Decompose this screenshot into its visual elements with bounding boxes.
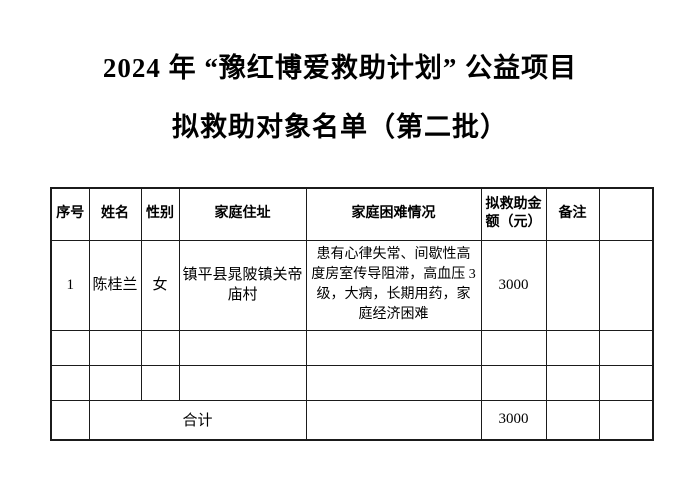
total-amount-cell: 3000 bbox=[480, 399, 547, 441]
cell-blank bbox=[598, 399, 654, 441]
cell-serial-number: 1 bbox=[50, 239, 90, 331]
col-header-aid-amount: 拟救助金 额（元） bbox=[480, 187, 547, 241]
doc-title-line-1: 2024 年 “豫红博爱救助计划” 公益项目 bbox=[102, 53, 578, 83]
cell-gender bbox=[140, 329, 180, 366]
table-row-2-empty bbox=[50, 329, 654, 366]
col-header-family-difficulty: 家庭困难情况 bbox=[305, 187, 482, 241]
table-total-row: 合计 3000 bbox=[50, 399, 654, 441]
cell-serial-number bbox=[50, 329, 90, 366]
cell-aid-amount: 3000 bbox=[480, 239, 547, 331]
cell-blank bbox=[598, 329, 654, 366]
cell-name: 陈桂兰 bbox=[88, 239, 142, 331]
cell-remarks bbox=[545, 239, 600, 331]
cell-family-difficulty: 患有心律失常、间歇性高 度房室传导阻滞，高血压 3 级，大病，长期用药，家 庭经… bbox=[305, 239, 482, 331]
cell-family-difficulty bbox=[305, 399, 482, 441]
cell-blank bbox=[598, 239, 654, 331]
aid-recipient-table: 序号 姓名 性别 家庭住址 家庭困难情况 拟救助金 额（元） 备注 1 陈桂兰 … bbox=[50, 187, 654, 441]
cell-gender: 女 bbox=[140, 239, 180, 331]
cell-gender bbox=[140, 364, 180, 401]
cell-aid-amount bbox=[480, 329, 547, 366]
cell-remarks bbox=[545, 329, 600, 366]
total-label-cell: 合计 bbox=[88, 399, 307, 441]
col-header-remarks: 备注 bbox=[545, 187, 600, 241]
cell-home-address bbox=[178, 329, 307, 366]
col-header-home-address: 家庭住址 bbox=[178, 187, 307, 241]
doc-title-line-2: 拟救助对象名单（第二批） bbox=[172, 112, 508, 142]
col-header-gender: 性别 bbox=[140, 187, 180, 241]
cell-name bbox=[88, 329, 142, 366]
table-header-row: 序号 姓名 性别 家庭住址 家庭困难情况 拟救助金 额（元） 备注 bbox=[50, 187, 654, 241]
cell-family-difficulty bbox=[305, 364, 482, 401]
cell-family-difficulty bbox=[305, 329, 482, 366]
table-row-1: 1 陈桂兰 女 镇平县晁陂镇关帝 庙村 患有心律失常、间歇性高 度房室传导阻滞，… bbox=[50, 239, 654, 331]
cell-home-address bbox=[178, 364, 307, 401]
cell-home-address: 镇平县晁陂镇关帝 庙村 bbox=[178, 239, 307, 331]
cell-name bbox=[88, 364, 142, 401]
cell-remarks bbox=[545, 364, 600, 401]
cell-serial-number bbox=[50, 364, 90, 401]
table-row-3-empty bbox=[50, 364, 654, 401]
col-header-blank bbox=[598, 187, 654, 241]
col-header-name: 姓名 bbox=[88, 187, 142, 241]
cell-serial-number bbox=[50, 399, 90, 441]
col-header-serial-number: 序号 bbox=[50, 187, 90, 241]
cell-blank bbox=[598, 364, 654, 401]
cell-remarks bbox=[545, 399, 600, 441]
cell-aid-amount bbox=[480, 364, 547, 401]
